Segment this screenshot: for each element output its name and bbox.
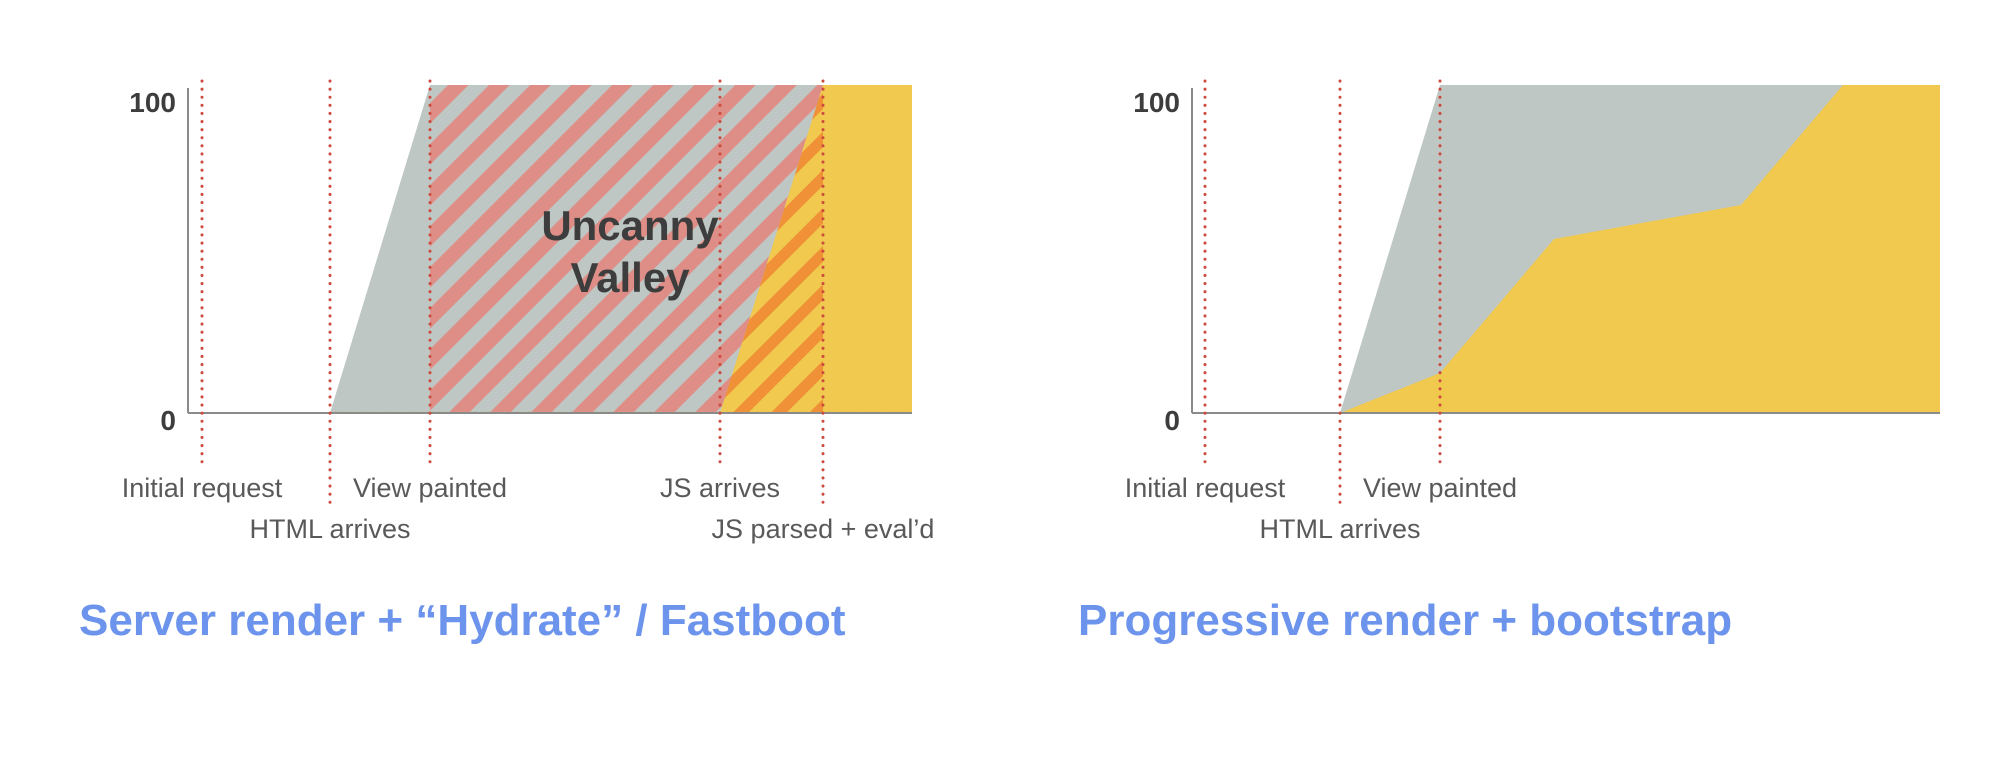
svg-text:Valley: Valley: [570, 254, 690, 301]
svg-text:HTML arrives: HTML arrives: [249, 514, 410, 544]
svg-text:Initial request: Initial request: [1125, 473, 1286, 503]
svg-text:Progressive render + bootstrap: Progressive render + bootstrap: [1078, 596, 1732, 645]
svg-text:JS arrives: JS arrives: [660, 473, 780, 503]
svg-text:100: 100: [1133, 87, 1180, 118]
svg-text:Server render + “Hydrate” / Fa: Server render + “Hydrate” / Fastboot: [79, 596, 846, 645]
svg-text:0: 0: [1164, 405, 1180, 436]
svg-text:Initial request: Initial request: [122, 473, 283, 503]
svg-text:View painted: View painted: [1363, 473, 1517, 503]
svg-text:View painted: View painted: [353, 473, 507, 503]
svg-text:JS parsed + eval’d: JS parsed + eval’d: [712, 514, 935, 544]
svg-text:HTML arrives: HTML arrives: [1259, 514, 1420, 544]
svg-text:0: 0: [160, 405, 176, 436]
svg-text:Uncanny: Uncanny: [541, 202, 719, 249]
svg-text:100: 100: [129, 87, 176, 118]
